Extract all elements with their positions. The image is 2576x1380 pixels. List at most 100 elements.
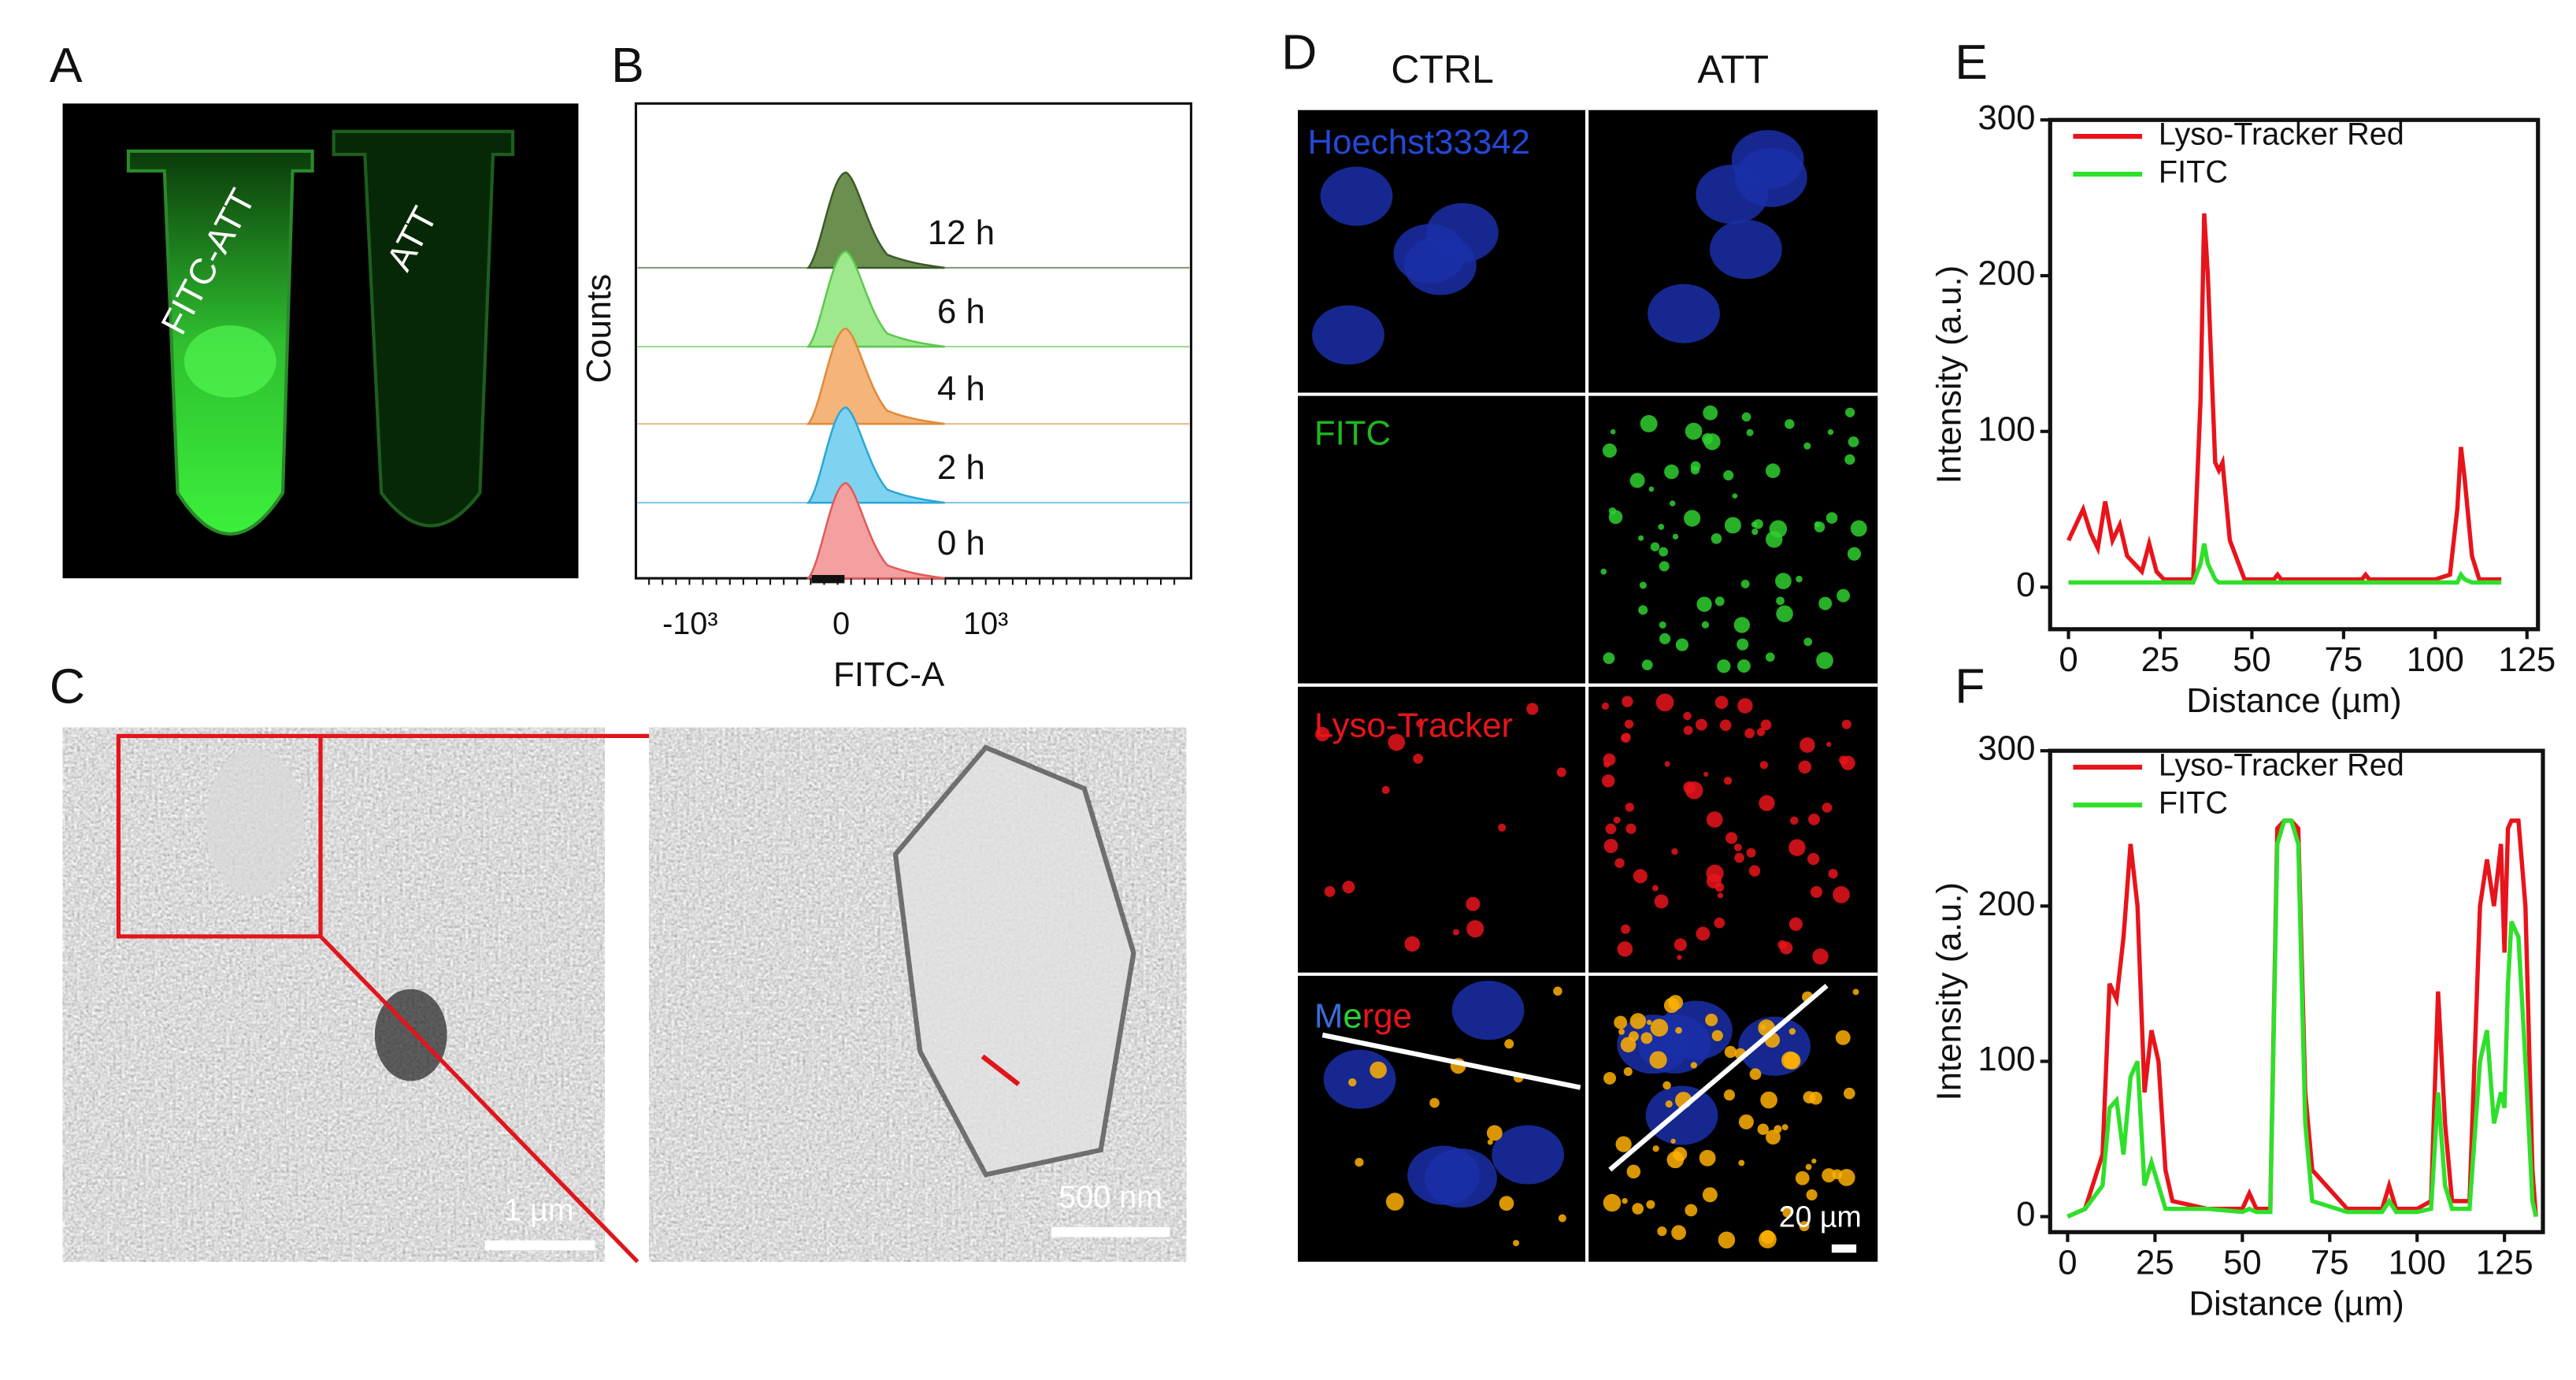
x-axis-label: Distance (µm) [2186,681,2401,720]
row-label: Merge [1314,997,1412,1036]
stain-dot [1671,848,1678,855]
stain-dot [1725,832,1738,844]
stain-dot [1760,1091,1777,1109]
nucleus [1451,981,1525,1041]
stain-dot [1749,1068,1762,1081]
x-tick-label: 50 [2233,640,2271,679]
nucleus [1312,305,1384,365]
legend-label: FITC [2159,155,2228,190]
stain-dot [1603,1193,1622,1212]
stain-dot [1808,813,1820,825]
stain-dot [1670,1138,1676,1144]
stain-dot [1613,816,1621,824]
scale-label: 20 µm [1779,1200,1862,1233]
photo-background [62,103,579,579]
stain-dot [1625,803,1635,812]
stain-dot [1756,728,1766,736]
stain-dot [1466,896,1481,911]
stain-dot [1785,419,1795,429]
stain-dot [1685,1204,1698,1217]
stain-dot [1699,1149,1716,1167]
series-line [2066,213,2502,582]
histogram-peak [806,481,945,580]
stain-dot [1626,1164,1641,1179]
stain-dot [1810,885,1822,898]
stain-dot [1798,760,1812,773]
stain-dot [1806,1189,1818,1201]
stain-dot [1695,718,1707,731]
stain-dot [1723,776,1733,785]
stain-dot [1847,547,1862,561]
stain-dot [1822,803,1833,813]
stain-dot [1775,573,1792,590]
nucleus [1492,1125,1565,1185]
stain-dot [1718,1231,1736,1249]
stain-dot [1827,428,1834,436]
x-tick-label: 100 [2389,1244,2446,1282]
stain-dot [1703,405,1718,421]
stain-dot [1658,524,1665,530]
stain-dot [1355,1157,1364,1167]
stain-dot [1640,1032,1653,1044]
legend-label: Lyso-Tracker Red [2159,117,2404,152]
stain-dot [1803,442,1811,450]
stain-dot [1781,1051,1799,1070]
stain-dot [1757,1123,1769,1135]
stain-dot [1601,702,1610,710]
stain-dot [1746,428,1754,436]
panel-label: C [50,659,85,714]
stain-dot [1723,1089,1736,1101]
stain-dot [1416,719,1424,728]
stain-dot [1600,568,1607,575]
y-tick-label: 300 [1977,98,2035,137]
stain-dot [1776,596,1785,606]
stain-dot [1664,761,1670,767]
stain-dot [1659,547,1669,557]
x-tick-label: 0 [2058,1244,2077,1282]
y-tick-label: 0 [2016,566,2035,604]
stain-dot [1646,1200,1655,1209]
panel-label: F [1955,659,1985,714]
stain-dot [1615,1136,1632,1152]
stain-dot [1324,885,1336,897]
stain-dot [1828,869,1838,879]
stain-dot [1618,1028,1625,1035]
stain-dot [1640,414,1658,432]
stain-dot [1760,719,1772,731]
stain-dot [1825,512,1838,524]
stain-dot [1769,520,1788,538]
scale-label: 500 nm [1058,1180,1162,1215]
stain-dot [1765,463,1781,478]
stain-dot [1737,659,1751,673]
stain-dot [1776,605,1793,622]
stain-dot [1603,753,1616,766]
stain-dot [1629,473,1645,488]
stain-dot [1605,823,1617,835]
micrograph-grid [1298,109,1878,1262]
nucleus [1320,166,1393,226]
row-label: 2 h [937,448,985,487]
stain-dot [1837,588,1851,603]
stain-dot [1790,816,1799,825]
stain-dot [1381,785,1390,794]
stain-dot [1487,1139,1493,1145]
stain-dot [1659,561,1670,572]
stain-dot [1685,422,1703,440]
histogram-peak [806,171,945,269]
x-axis-label: FITC-A [833,655,945,694]
stain-dot [1671,1225,1687,1241]
panel-label: E [1955,35,1988,90]
y-axis-label: Intensity (a.u.) [1930,882,1969,1101]
stain-dot [1370,1061,1387,1079]
stain-dot [1733,843,1742,851]
stain-dot [1629,1013,1647,1029]
scale-label: 1 µm [504,1193,574,1228]
x-tick-label: 75 [2311,1244,2349,1282]
x-axis-label: Distance (µm) [2189,1285,2404,1323]
stain-dot [1603,652,1615,665]
stain-dot [1614,1015,1628,1029]
x-tick-label: 10³ [963,607,1008,641]
stain-dot [1738,1159,1745,1167]
stain-dot [1799,1221,1810,1232]
stain-dot [1602,443,1617,458]
